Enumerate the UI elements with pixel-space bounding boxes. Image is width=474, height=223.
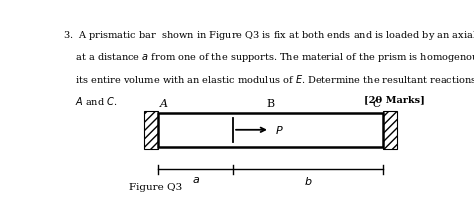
Text: Figure Q3: Figure Q3 <box>129 183 182 192</box>
Bar <box>144 111 158 149</box>
Text: $a$: $a$ <box>192 175 200 185</box>
Text: A: A <box>160 99 168 109</box>
Text: $A$ and $C$.: $A$ and $C$. <box>63 95 118 107</box>
Text: B: B <box>266 99 274 109</box>
Text: $P$: $P$ <box>275 124 284 136</box>
Text: its entire volume with an elastic modulus of $E$. Determine the resultant reacti: its entire volume with an elastic modulu… <box>63 73 474 87</box>
Bar <box>158 113 383 147</box>
Text: at a distance $a$ from one of the supports. The material of the prism is homogen: at a distance $a$ from one of the suppor… <box>63 51 474 64</box>
Text: [20 Marks]: [20 Marks] <box>364 95 425 104</box>
Bar <box>383 111 397 149</box>
Text: C: C <box>372 99 381 109</box>
Text: 3.  A prismatic bar  shown in Figure Q3 is fix at both ends and is loaded by an : 3. A prismatic bar shown in Figure Q3 is… <box>63 29 474 42</box>
Text: $b$: $b$ <box>303 175 312 187</box>
